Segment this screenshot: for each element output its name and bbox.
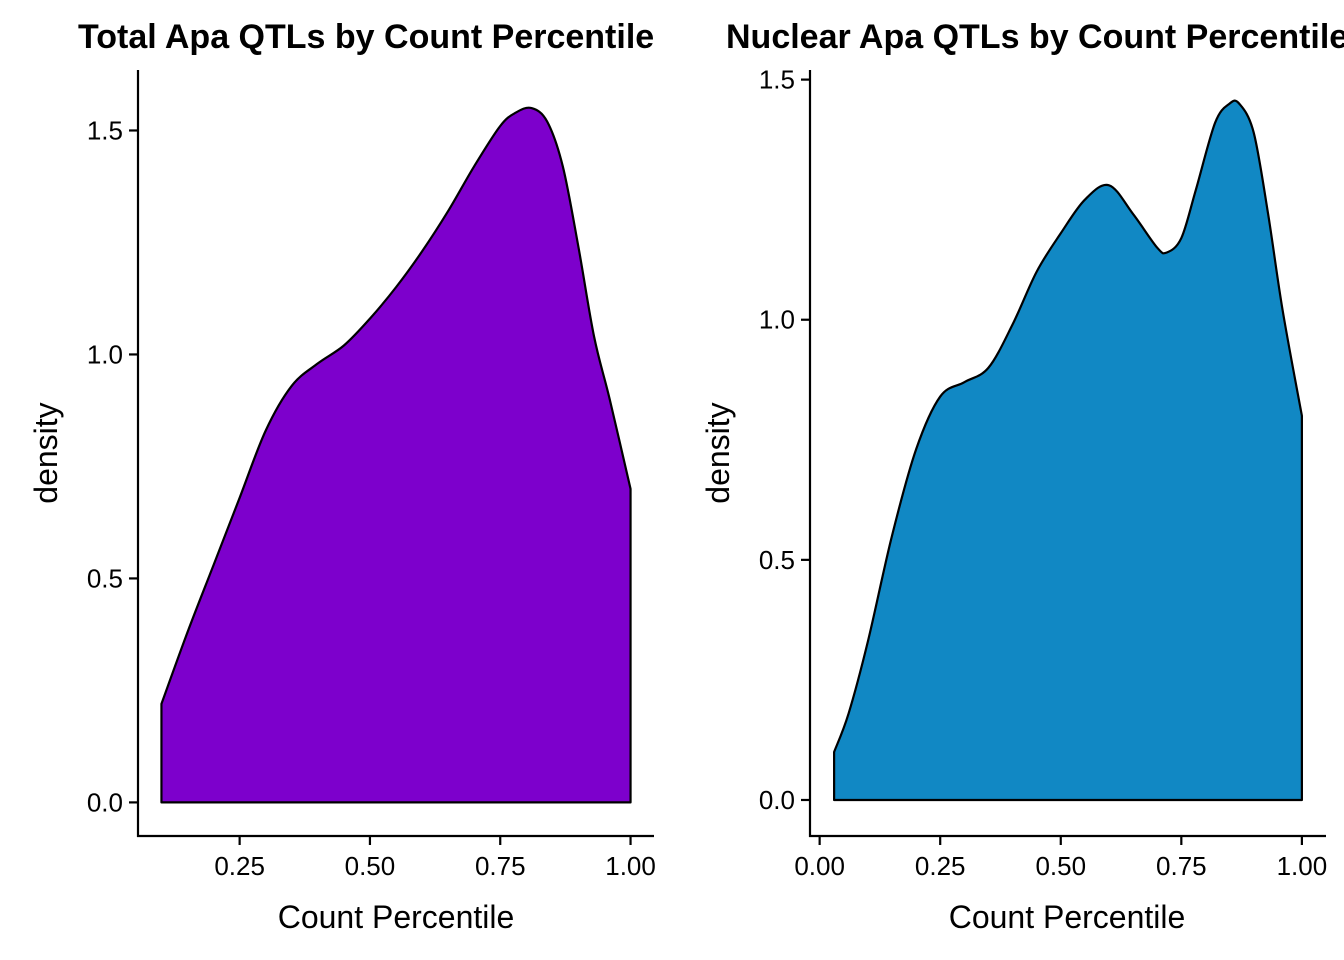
x-axis-title: Count Percentile	[949, 899, 1186, 935]
y-tick-label: 0.5	[759, 545, 795, 575]
axes-group: 0.00 0.25 0.50 0.75 1.00 0.0 0.5 1.0 1.5	[759, 65, 1327, 881]
x-tick-label: 0.50	[1035, 851, 1086, 881]
y-tick-label: 1.5	[759, 65, 795, 95]
x-tick-label: 0.50	[345, 851, 396, 881]
x-tick-label: 0.00	[794, 851, 845, 881]
y-tick-label: 0.0	[759, 785, 795, 815]
total-apa-panel: Total Apa QTLs by Count Percentile 0.25 0…	[28, 18, 656, 935]
y-tick-label: 1.0	[87, 339, 123, 369]
x-tick-label: 1.00	[605, 851, 656, 881]
axes-group: 0.25 0.50 0.75 1.00 0.0 0.5 1.0 1.5	[87, 70, 656, 881]
y-axis-title: density	[700, 402, 736, 503]
y-tick-label: 0.0	[87, 787, 123, 817]
x-tick-label: 0.25	[915, 851, 966, 881]
y-axis-title: density	[28, 402, 64, 503]
x-axis-title: Count Percentile	[278, 899, 515, 935]
density-area-group	[160, 106, 632, 804]
chart-title: Total Apa QTLs by Count Percentile	[78, 18, 654, 56]
y-tick-label: 1.0	[759, 305, 795, 335]
x-tick-label: 0.75	[1156, 851, 1207, 881]
density-area-series-0	[160, 106, 632, 804]
x-tick-label: 0.25	[214, 851, 265, 881]
density-area-group	[833, 99, 1303, 802]
nuclear-apa-panel: Nuclear Apa QTLs by Count Percentile 0.0…	[700, 18, 1344, 935]
density-area-series-0	[833, 99, 1303, 802]
y-tick-label: 0.5	[87, 563, 123, 593]
x-tick-label: 1.00	[1277, 851, 1328, 881]
x-tick-label: 0.75	[475, 851, 526, 881]
chart-title: Nuclear Apa QTLs by Count Percentile	[726, 18, 1344, 56]
y-tick-label: 1.5	[87, 115, 123, 145]
